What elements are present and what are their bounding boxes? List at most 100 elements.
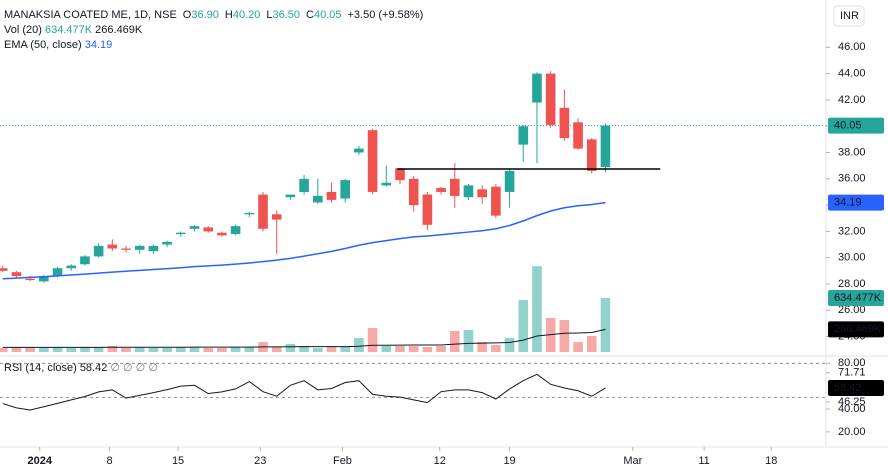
candle-body bbox=[395, 168, 405, 181]
candle-body bbox=[148, 245, 159, 252]
candle-body bbox=[271, 214, 282, 220]
volume-bar bbox=[518, 300, 529, 352]
y-tick-label: 36.00 bbox=[838, 173, 866, 185]
ema-value: 34.19 bbox=[85, 39, 113, 51]
volume-bar bbox=[559, 320, 570, 352]
rsi-tick-label: 46.25 bbox=[838, 396, 866, 408]
candle-body bbox=[408, 178, 419, 206]
volume-bar bbox=[586, 336, 597, 352]
candle-body bbox=[600, 125, 611, 167]
y-tick-label: 38.00 bbox=[838, 146, 866, 158]
volume-bar bbox=[313, 348, 323, 352]
candle-body bbox=[573, 122, 583, 149]
candle-body bbox=[285, 194, 296, 198]
vol-legend: Vol (20) 634.477K 266.469K bbox=[4, 24, 143, 36]
volume-bar bbox=[39, 348, 49, 352]
volume-bar bbox=[121, 348, 131, 352]
x-tick-label: 23 bbox=[254, 455, 266, 467]
volume-bar bbox=[244, 346, 255, 352]
candle-body bbox=[39, 276, 49, 282]
x-tick-label: 15 bbox=[172, 455, 184, 467]
volume-bar bbox=[354, 338, 364, 352]
volume-bar bbox=[134, 346, 145, 352]
candle-body bbox=[66, 265, 77, 269]
volume-bar bbox=[408, 346, 419, 352]
volume-ma-label: 266.469K bbox=[834, 323, 882, 335]
candle-body bbox=[559, 107, 570, 139]
candle-body bbox=[11, 272, 22, 277]
vol-title: Vol (20) bbox=[4, 24, 42, 36]
volume-bar bbox=[11, 346, 22, 352]
last-price-label: 40.05 bbox=[834, 119, 862, 131]
candle-body bbox=[518, 126, 529, 145]
candle-body bbox=[477, 189, 487, 198]
symbol: MANAKSIA COATED ME, 1D, NSE bbox=[4, 9, 177, 21]
rsi-legend: RSI (14, close) 58.42 ∅ ∅ ∅ ∅ bbox=[4, 362, 158, 374]
volume-bar bbox=[395, 346, 405, 352]
volume-bar bbox=[107, 346, 118, 352]
candle-body bbox=[367, 130, 378, 192]
candle-body bbox=[189, 226, 200, 229]
volume-bar bbox=[66, 348, 77, 352]
ohlc-part: 40.05 bbox=[314, 9, 342, 21]
volume-bar bbox=[600, 298, 611, 352]
candle-body bbox=[162, 241, 172, 245]
x-tick-label: 18 bbox=[765, 455, 777, 467]
ohlc-part: O bbox=[183, 9, 192, 21]
rsi-tick-label: 80.00 bbox=[838, 357, 866, 369]
rsi-tick-label: 71.71 bbox=[838, 367, 866, 379]
vol-ma-value: 266.469K bbox=[95, 24, 143, 36]
last-price-label-box bbox=[828, 117, 884, 134]
candle-body bbox=[217, 232, 227, 236]
volume-bar bbox=[189, 346, 200, 352]
y-tick-label: 32.00 bbox=[838, 225, 866, 237]
volume-bar bbox=[203, 348, 214, 352]
volume-bar bbox=[367, 328, 378, 352]
y-tick-label: 46.00 bbox=[838, 41, 866, 53]
candle-body bbox=[381, 182, 392, 186]
candle-body bbox=[203, 227, 214, 232]
volume-bar bbox=[463, 330, 474, 352]
rsi-title: RSI (14, close) bbox=[4, 362, 77, 374]
x-tick-label: 11 bbox=[698, 455, 709, 467]
rsi-value: 58.42 bbox=[80, 362, 108, 374]
volume-label-box bbox=[828, 290, 884, 307]
x-tick-label: 12 bbox=[434, 455, 446, 467]
candle-body bbox=[176, 232, 186, 235]
rsi-tick-label: 20.00 bbox=[838, 426, 866, 438]
candle-body bbox=[326, 191, 337, 200]
y-tick-label: 28.00 bbox=[838, 278, 866, 290]
y-tick-label: 42.00 bbox=[838, 94, 866, 106]
currency-button[interactable] bbox=[833, 5, 865, 27]
volume-bar bbox=[93, 346, 104, 352]
volume-bar bbox=[148, 348, 159, 352]
candle-body bbox=[463, 185, 474, 198]
volume-bar bbox=[532, 266, 542, 352]
candle-body bbox=[491, 186, 501, 216]
volume-label: 634.477K bbox=[834, 292, 882, 304]
rsi-extra: ∅ ∅ ∅ ∅ bbox=[110, 362, 158, 374]
volume-bar bbox=[217, 348, 227, 352]
x-tick-label: 2024 bbox=[27, 455, 52, 467]
candle-body bbox=[422, 194, 433, 225]
currency[interactable]: INR bbox=[840, 10, 859, 22]
candle-body bbox=[299, 178, 309, 192]
volume-bar bbox=[52, 346, 63, 352]
ohlc-part: 36.90 bbox=[191, 9, 219, 21]
volume-bar bbox=[25, 346, 35, 352]
y-tick-label: 44.00 bbox=[838, 68, 866, 80]
x-tick-label: 8 bbox=[107, 455, 113, 467]
ohlc-part: +3.50 (+9.58%) bbox=[348, 9, 424, 21]
candle-body bbox=[340, 180, 350, 199]
candle-body bbox=[244, 213, 255, 215]
volume-bar bbox=[449, 330, 460, 352]
rsi-label: 58.42 bbox=[834, 382, 862, 394]
volume-ma-label-box bbox=[828, 321, 884, 338]
candle-body bbox=[52, 268, 63, 277]
candle-body bbox=[25, 278, 35, 281]
candle-body bbox=[0, 268, 8, 271]
x-tick-label: Mar bbox=[623, 455, 642, 467]
symbol-title: MANAKSIA COATED ME, 1D, NSE O36.90 H40.20 L… bbox=[4, 9, 423, 21]
